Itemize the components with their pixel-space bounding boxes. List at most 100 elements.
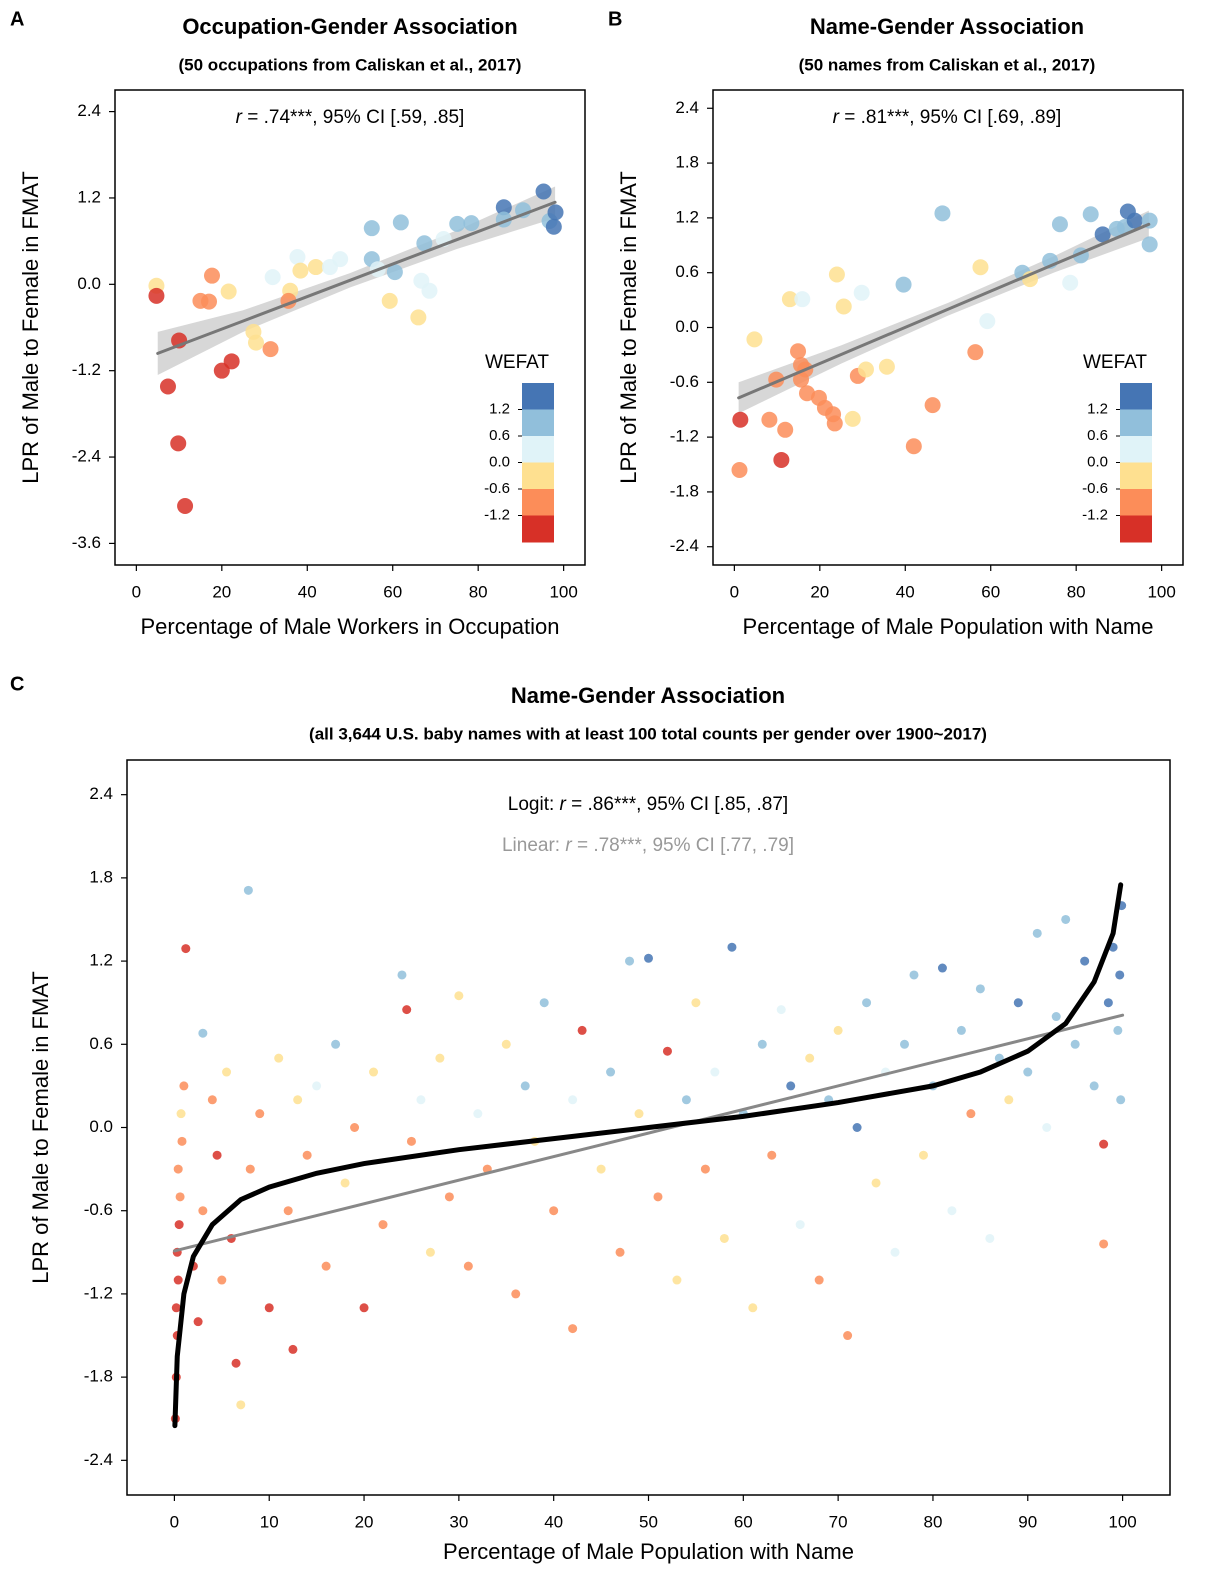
chart-subtitle: (50 occupations from Caliskan et al., 20… [179,55,522,74]
data-point [425,1247,435,1257]
x-tick-label: 80 [469,582,488,601]
colorbar-tick-label: -1.2 [484,506,510,523]
data-point [198,1028,208,1038]
data-point [410,309,427,326]
data-point [843,1331,853,1341]
data-point [1062,274,1079,291]
data-point [340,1178,350,1188]
data-point [262,341,279,358]
data-point [406,1136,416,1146]
x-tick-label: 10 [260,1512,279,1531]
x-tick-label: 20 [212,582,231,601]
data-point [288,1344,298,1354]
data-point [177,497,194,514]
colorbar-tick-label: 0.0 [489,453,510,470]
data-point [331,1039,341,1049]
x-tick-label: 40 [896,582,915,601]
data-point [545,218,562,235]
data-point [255,1109,265,1119]
data-point [454,991,464,1001]
data-point [175,1192,185,1202]
data-point [805,1053,815,1063]
data-point [568,1095,578,1105]
y-tick-label: 0.6 [675,262,699,281]
colorbar-block [1120,409,1152,437]
colorbar-block [522,462,554,490]
y-tick-label: -1.2 [670,427,699,446]
data-point [1082,206,1099,223]
y-tick-label: -0.6 [84,1200,113,1219]
data-point [170,435,187,452]
y-tick-label: 0.6 [89,1034,113,1053]
y-axis-label: LPR of Male to Female in FMAT [28,971,53,1284]
x-tick-label: 20 [810,582,829,601]
data-point [606,1067,616,1077]
data-point [203,267,220,284]
chart-subtitle: (all 3,644 U.S. baby names with at least… [309,724,987,743]
x-axis-label: Percentage of Male Workers in Occupation [140,614,559,639]
data-point [727,942,737,952]
data-point [217,1275,227,1285]
data-point [967,344,984,361]
data-point [918,1150,928,1160]
data-point [644,953,653,963]
x-tick-label: 0 [170,1512,179,1531]
y-tick-label: 2.4 [675,98,699,117]
y-tick-label: -2.4 [84,1450,113,1469]
data-point [381,292,398,309]
y-tick-label: -0.6 [670,372,699,391]
data-point [289,248,306,265]
fit-line [172,882,1124,1429]
data-point [757,1039,767,1049]
data-point [1004,1095,1014,1105]
data-point [198,1206,208,1216]
annotation: Linear: r = .78***, 95% CI [.77, .79] [502,835,794,856]
data-point [1070,1039,1080,1049]
annotation-part: Logit: [508,794,560,815]
data-point [700,1164,710,1174]
x-tick-label: 30 [449,1512,468,1531]
y-tick-label: -2.4 [670,536,699,555]
data-point [223,353,240,370]
data-point [653,1192,663,1202]
data-point [826,415,843,432]
colorbar-title: WEFAT [485,352,549,373]
data-point [495,199,512,216]
data-point [681,1095,691,1105]
x-tick-label: 0 [132,582,141,601]
y-tick-label: 1.2 [77,187,101,206]
y-tick-label: 2.4 [77,101,101,120]
chart-subtitle: (50 names from Caliskan et al., 2017) [799,55,1096,74]
y-tick-label: 1.2 [89,951,113,970]
data-point [985,1233,995,1243]
data-point [781,291,798,308]
data-point [577,1025,587,1035]
data-point [207,1095,217,1105]
x-tick-label: 40 [544,1512,563,1531]
data-point [274,1053,284,1063]
data-point [1089,1081,1099,1091]
colorbar-block [1120,489,1152,516]
annotation: r = .74***, 95% CI [.59, .85] [236,107,465,128]
data-point [966,1109,976,1119]
colorbar-block [1120,515,1152,543]
data-point [321,1261,331,1271]
data-point [719,1233,729,1243]
data-point [596,1164,606,1174]
data-point [416,235,433,252]
annotation: r = .81***, 95% CI [.69, .89] [833,107,1062,128]
data-point [1023,1067,1033,1077]
data-point [236,1400,246,1410]
data-point [776,1005,786,1015]
x-tick-label: 0 [730,582,739,601]
annotation-part: r [236,107,243,128]
chart-title: Name-Gender Association [810,14,1084,39]
colorbar-tick-label: 0.6 [489,427,510,444]
data-point [359,1303,369,1313]
data-point [547,204,564,221]
data-point [212,1150,222,1160]
data-point [844,410,861,427]
data-point [853,284,870,301]
y-tick-label: 1.2 [675,207,699,226]
data-point [369,1067,379,1077]
